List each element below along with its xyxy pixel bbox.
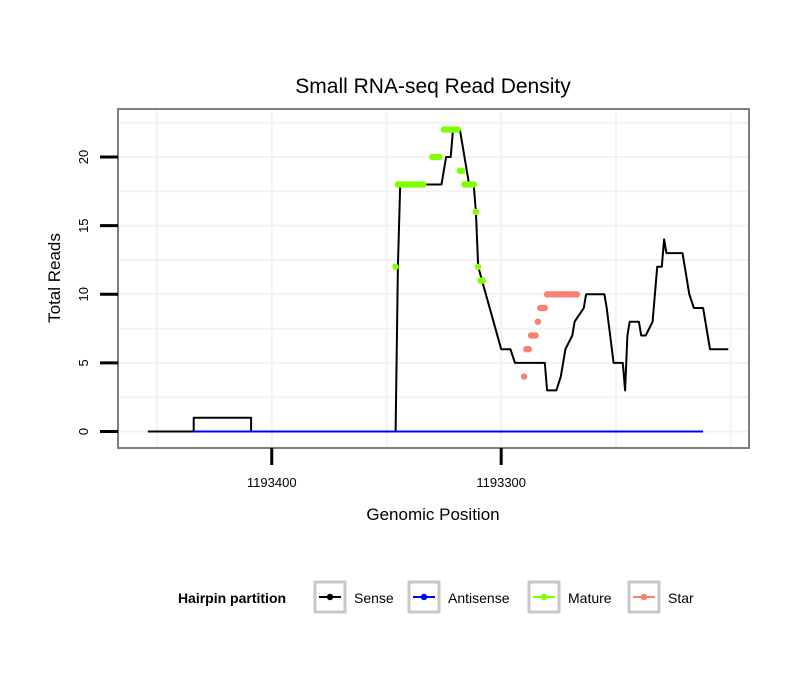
x-tick-label: 1193400: [247, 475, 297, 490]
plot-border: [117, 108, 750, 449]
data-point-mature: [420, 181, 427, 188]
data-point-star: [573, 291, 581, 298]
y-tick-label: 0: [76, 428, 91, 435]
data-point-mature: [479, 277, 486, 284]
data-point-mature: [470, 181, 477, 188]
data-point-star: [541, 304, 548, 312]
data-point-star: [534, 318, 542, 325]
series-line-sense: [147, 128, 729, 433]
legend-label-mature: Mature: [568, 590, 612, 606]
legend-dot-sense: [326, 593, 334, 601]
data-point-mature: [459, 167, 466, 174]
plot-panel: [118, 109, 749, 448]
data-point-star: [532, 332, 539, 339]
legend-label-star: Star: [668, 590, 694, 606]
data-point-star: [525, 346, 532, 353]
data-point-mature: [436, 153, 443, 161]
chart-title: Small RNA-seq Read Density: [295, 75, 571, 98]
y-tick-label: 20: [76, 150, 91, 164]
legend-dot-star: [640, 593, 648, 601]
data-point-mature: [454, 126, 461, 133]
legend-title: Hairpin partition: [178, 590, 286, 606]
x-axis-label: Genomic Position: [366, 505, 499, 524]
legend-label-antisense: Antisense: [448, 590, 510, 606]
legend: Hairpin partition Sense Antisense Mature St…: [178, 580, 694, 614]
x-tick-label: 1193300: [476, 475, 526, 490]
y-axis-label: Total Reads: [45, 233, 64, 323]
plot-area: 0 5 10 15 20 1193400 1193300: [76, 108, 750, 490]
data-point-mature: [475, 263, 482, 270]
y-tick-label: 10: [76, 287, 91, 301]
data-point-mature: [392, 263, 399, 270]
legend-dot-mature: [540, 593, 548, 601]
data-point-star: [520, 373, 528, 380]
data-point-mature: [472, 208, 480, 216]
legend-label-sense: Sense: [354, 590, 394, 606]
y-tick-label: 15: [76, 218, 91, 232]
legend-dot-antisense: [420, 593, 428, 601]
y-tick-label: 5: [76, 359, 91, 366]
